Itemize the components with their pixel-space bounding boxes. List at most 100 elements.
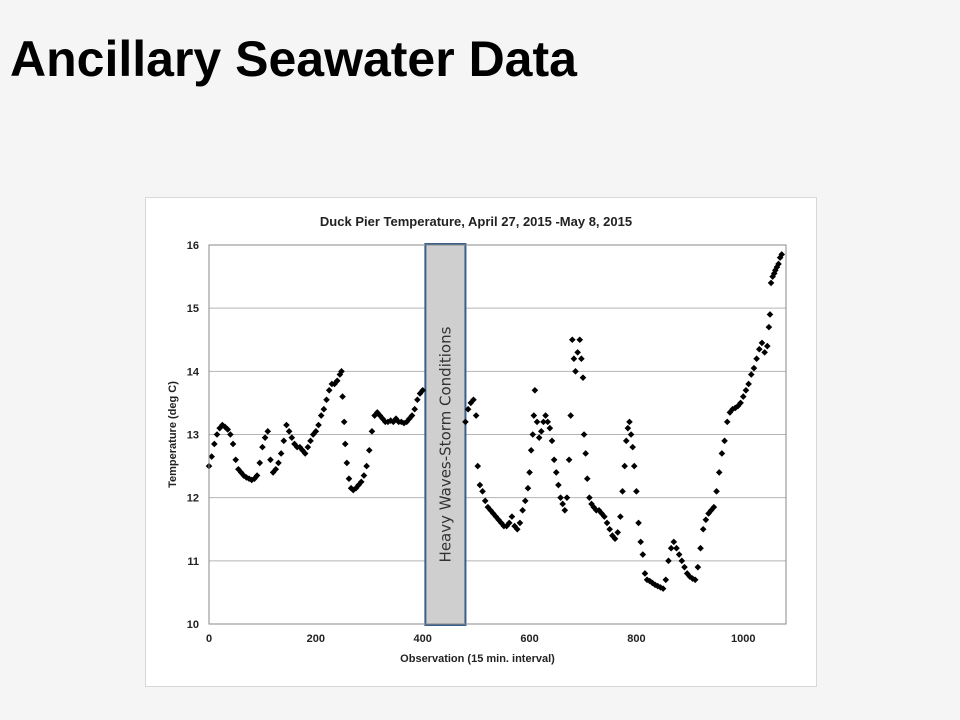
data-point <box>550 456 558 464</box>
data-point <box>601 513 608 520</box>
data-point <box>272 465 280 473</box>
data-point <box>675 551 683 558</box>
data-point <box>758 339 766 347</box>
data-point <box>526 469 533 476</box>
y-tick-label: 16 <box>187 240 199 252</box>
data-point <box>557 494 564 501</box>
data-point <box>414 396 421 404</box>
data-point <box>718 450 726 457</box>
data-point <box>694 563 702 571</box>
data-point <box>216 424 223 432</box>
x-tick-label: 400 <box>414 633 432 645</box>
data-point <box>345 475 353 483</box>
data-point <box>643 576 651 584</box>
data-point <box>360 472 368 479</box>
data-point <box>411 405 418 413</box>
y-tick-label: 13 <box>187 430 199 442</box>
data-point <box>347 484 355 492</box>
data-point <box>710 503 718 511</box>
data-point <box>363 462 370 470</box>
data-point <box>614 529 622 536</box>
data-point <box>519 507 526 514</box>
data-point <box>232 456 240 464</box>
data-point <box>269 469 277 476</box>
data-point <box>761 349 768 356</box>
data-point <box>307 437 314 445</box>
data-point <box>659 585 667 592</box>
data-point <box>527 446 535 454</box>
data-point <box>590 503 597 511</box>
data-point <box>713 488 720 495</box>
data-point <box>259 443 266 451</box>
y-tick-labels: 10 11 12 13 14 15 16 <box>187 240 200 631</box>
data-point <box>484 503 492 511</box>
data-point <box>516 519 524 527</box>
data-point <box>280 437 288 445</box>
y-tick-label: 14 <box>187 366 200 378</box>
data-point <box>579 374 587 381</box>
data-point <box>559 500 566 508</box>
data-point <box>691 576 699 584</box>
data-point <box>521 497 529 505</box>
data-point <box>745 380 752 388</box>
storm-band <box>424 243 467 626</box>
data-point <box>301 450 309 457</box>
data-point <box>288 434 296 441</box>
data-point <box>699 525 707 533</box>
data-point <box>219 421 226 429</box>
data-point <box>574 349 581 356</box>
data-point <box>552 469 560 476</box>
data-point <box>578 355 585 362</box>
data-point <box>340 418 348 426</box>
data-point <box>338 368 345 375</box>
data-point <box>765 323 773 331</box>
data-point <box>767 279 775 287</box>
data-point <box>546 424 554 432</box>
data-point <box>639 551 647 558</box>
data-point <box>586 494 593 501</box>
data-point <box>665 557 672 565</box>
x-axis-label: Observation (15 min. interval) <box>400 653 555 665</box>
data-point <box>513 525 521 533</box>
x-tick-label: 600 <box>520 633 538 645</box>
data-point <box>641 570 649 577</box>
data-point <box>697 544 704 552</box>
data-point <box>291 440 298 448</box>
data-point <box>533 418 541 426</box>
data-point <box>529 431 537 438</box>
data-point <box>582 450 589 457</box>
data-point <box>267 456 274 464</box>
data-point <box>416 390 424 397</box>
data-point <box>737 399 744 407</box>
data-point <box>481 497 489 505</box>
data-point <box>627 431 635 438</box>
data-point <box>373 409 381 416</box>
data-point <box>221 423 229 431</box>
data-point <box>213 431 221 438</box>
data-point <box>261 434 269 441</box>
data-point <box>339 393 346 400</box>
data-point <box>544 418 552 426</box>
data-point <box>211 440 218 448</box>
data-point <box>772 266 779 274</box>
data-point <box>467 399 475 407</box>
data-point <box>731 404 739 412</box>
y-tick-label: 10 <box>187 619 199 631</box>
data-point <box>341 440 349 448</box>
data-point <box>624 424 632 432</box>
data-point <box>753 355 760 362</box>
data-point <box>403 418 410 426</box>
data-point <box>773 263 781 271</box>
data-point <box>580 431 588 438</box>
y-tick-label: 12 <box>187 493 199 505</box>
data-point <box>256 459 264 467</box>
data-point <box>531 386 539 394</box>
data-point <box>568 336 576 344</box>
data-point <box>649 579 656 587</box>
data-point <box>721 437 728 445</box>
data-point <box>472 412 480 419</box>
data-point <box>611 535 619 543</box>
y-tick-label: 15 <box>187 303 199 315</box>
data-point <box>555 481 562 489</box>
y-axis-label: Temperature (deg C) <box>167 381 179 488</box>
